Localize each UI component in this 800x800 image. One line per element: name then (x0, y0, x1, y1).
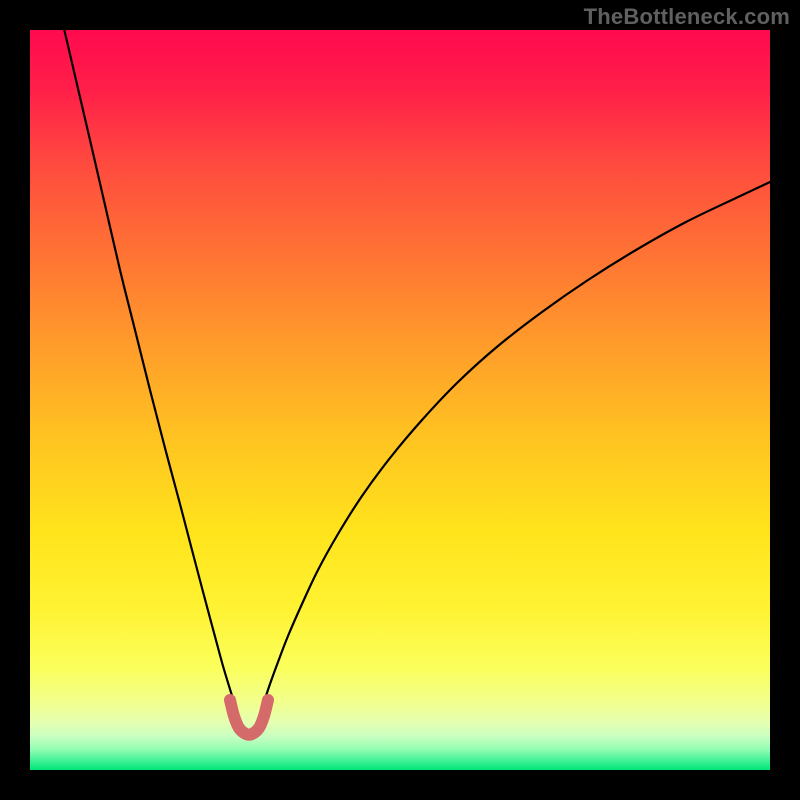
plot-svg (30, 30, 770, 770)
gradient-background (30, 30, 770, 770)
watermark-text: TheBottleneck.com (584, 4, 790, 30)
chart-frame: TheBottleneck.com (0, 0, 800, 800)
plot-area (30, 30, 770, 770)
